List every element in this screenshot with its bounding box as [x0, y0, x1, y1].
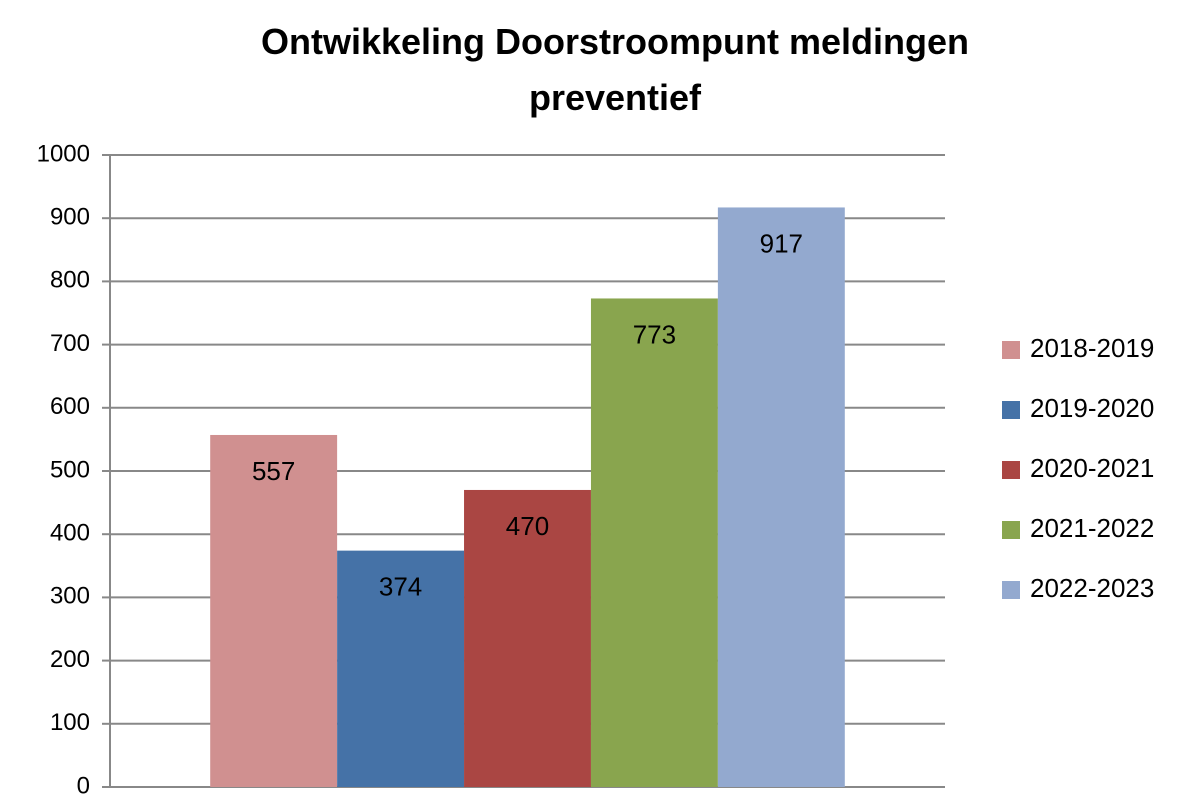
- legend-swatch: [1002, 521, 1020, 539]
- legend-label: 2021-2022: [1030, 513, 1154, 543]
- legend-swatch: [1002, 581, 1020, 599]
- chart-title: Ontwikkeling Doorstroompunt meldingen pr…: [260, 21, 969, 118]
- y-tick-label: 600: [50, 393, 90, 420]
- y-tick-label: 500: [50, 456, 90, 483]
- data-label: 557: [252, 456, 295, 486]
- legend-label: 2019-2020: [1030, 393, 1154, 423]
- y-tick-label: 300: [50, 583, 90, 610]
- y-tick-label: 200: [50, 646, 90, 673]
- y-tick-label: 700: [50, 330, 90, 357]
- legend-swatch: [1002, 341, 1020, 359]
- legend-label: 2022-2023: [1030, 573, 1154, 603]
- y-tick-label: 400: [50, 520, 90, 547]
- legend-swatch: [1002, 401, 1020, 419]
- data-label: 374: [379, 572, 422, 602]
- y-tick-label: 1000: [37, 140, 90, 167]
- bar: [337, 550, 465, 787]
- legend-label: 2018-2019: [1030, 333, 1154, 363]
- bar: [464, 489, 591, 787]
- legend-label: 2020-2021: [1030, 453, 1154, 483]
- data-label: 773: [633, 319, 676, 349]
- bar: [210, 434, 338, 787]
- y-tick-label: 800: [50, 267, 90, 294]
- y-tick-label: 0: [77, 772, 90, 797]
- legend-swatch: [1002, 461, 1020, 479]
- data-label: 470: [506, 511, 549, 541]
- y-tick-label: 900: [50, 204, 90, 231]
- bar: [590, 298, 718, 787]
- data-label: 917: [760, 228, 803, 258]
- y-tick-label: 100: [50, 709, 90, 736]
- bar: [717, 207, 845, 787]
